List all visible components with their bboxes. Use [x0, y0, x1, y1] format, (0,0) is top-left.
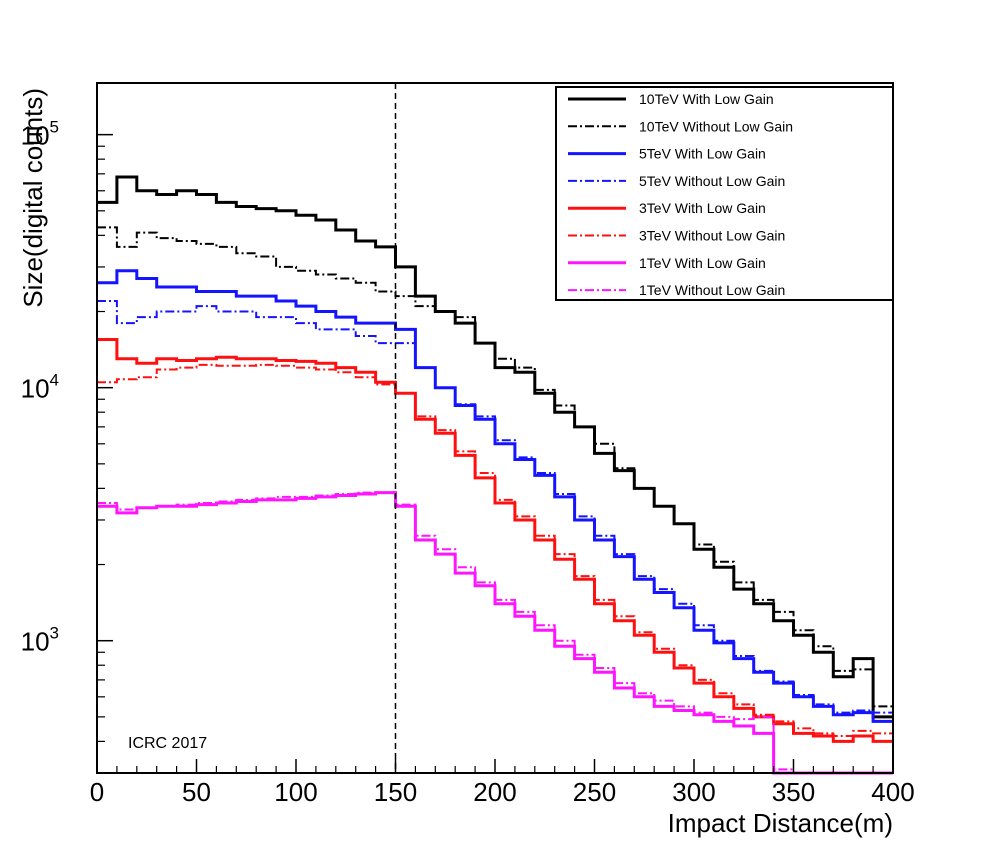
series-line-4	[97, 300, 893, 714]
legend: 10TeV With Low Gain 10TeV Without Low Gai…	[555, 86, 894, 301]
icrc-annotation: ICRC 2017	[128, 735, 207, 752]
legend-label: 5TeV With Low Gain	[639, 146, 766, 162]
y-tick-exponent: 4	[50, 371, 59, 390]
legend-label: 10TeV Without Low Gain	[639, 118, 793, 134]
legend-label: 3TeV With Low Gain	[639, 200, 766, 216]
y-tick-exponent: 3	[50, 624, 59, 643]
legend-box	[555, 86, 894, 301]
x-tick-label: 50	[182, 777, 211, 807]
x-tick-label: 100	[274, 777, 317, 807]
legend-label: 3TeV Without Low Gain	[639, 228, 785, 244]
x-tick-label: 300	[672, 777, 715, 807]
x-tick-label: 200	[473, 777, 516, 807]
y-tick-label: 104	[21, 371, 59, 404]
legend-label: 1TeV Without Low Gain	[639, 282, 785, 298]
series-line-1	[97, 175, 893, 719]
series-line-2	[97, 226, 893, 708]
legend-label: 10TeV With Low Gain	[639, 91, 774, 107]
legend-label: 5TeV Without Low Gain	[639, 173, 785, 189]
x-tick-label: 400	[871, 777, 914, 807]
series-layer	[97, 175, 893, 775]
x-tick-label: 0	[90, 777, 104, 807]
series-line-7	[97, 491, 893, 775]
x-tick-label: 250	[573, 777, 616, 807]
series-line-6	[97, 363, 893, 737]
x-tick-label: 350	[772, 777, 815, 807]
y-axis-title: Size(digital counts)	[18, 88, 48, 308]
series-line-8	[97, 491, 893, 774]
x-axis-title: Impact Distance(m)	[668, 808, 893, 838]
legend-entries: 10TeV With Low Gain 10TeV Without Low Gai…	[568, 91, 793, 298]
y-tick-exponent: 5	[50, 118, 59, 137]
x-tick-label: 150	[374, 777, 417, 807]
legend-label: 1TeV With Low Gain	[639, 255, 766, 271]
